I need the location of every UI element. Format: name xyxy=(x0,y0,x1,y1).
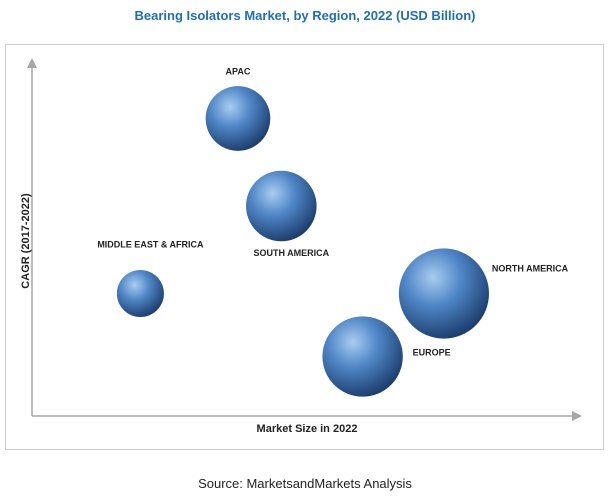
bubble-label-south-america: SOUTH AMERICA xyxy=(253,248,329,258)
source-note: Source: MarketsandMarkets Analysis xyxy=(198,476,412,491)
chart-title: Bearing Isolators Market, by Region, 202… xyxy=(134,8,476,23)
bubble-south-america xyxy=(246,170,317,242)
x-axis-label: Market Size in 2022 xyxy=(257,423,358,435)
axes xyxy=(27,58,582,421)
bubble-north-america xyxy=(398,248,490,339)
bubble-europe xyxy=(322,316,403,397)
y-axis-label: CAGR (2017-2022) xyxy=(20,193,32,289)
bubble-label-europe: EUROPE xyxy=(413,348,451,358)
bubble-label-middle-east-africa: MIDDLE EAST & AFRICA xyxy=(97,240,204,250)
bubble-apac xyxy=(205,86,271,151)
x-axis-arrow xyxy=(572,411,582,421)
y-axis-arrow xyxy=(27,58,37,68)
bubble-middle-east-africa xyxy=(116,269,164,318)
labels-group: APAC SOUTH AMERICA MIDDLE EAST & AFRICA NOR… xyxy=(97,67,568,358)
bubble-label-north-america: NORTH AMERICA xyxy=(492,264,569,274)
bubbles-group xyxy=(116,86,490,397)
bubble-label-apac: APAC xyxy=(226,67,251,77)
chart-frame xyxy=(5,44,604,450)
